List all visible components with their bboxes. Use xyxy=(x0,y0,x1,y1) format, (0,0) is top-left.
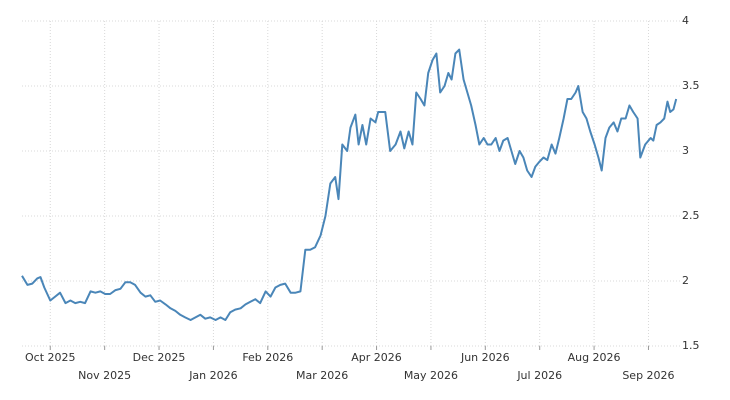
y-tick-label: 1.5 xyxy=(682,339,700,352)
x-tick-label: Oct 2025 xyxy=(25,351,76,364)
x-tick-label: Sep 2026 xyxy=(622,369,674,382)
x-tick-label: Dec 2025 xyxy=(133,351,186,364)
x-tick-label: Mar 2026 xyxy=(296,369,348,382)
data-line xyxy=(21,48,678,321)
x-tick-label: Nov 2025 xyxy=(78,369,131,382)
y-tick-label: 2.5 xyxy=(682,209,700,222)
y-tick-label: 2 xyxy=(682,274,689,287)
y-tick-label: 3.5 xyxy=(682,79,700,92)
x-tick-label: Jul 2026 xyxy=(516,369,562,382)
x-tick-label: May 2026 xyxy=(404,369,458,382)
y-tick-label: 4 xyxy=(682,14,689,27)
x-tick-label: Aug 2026 xyxy=(568,351,621,364)
x-tick-label: Jan 2026 xyxy=(188,369,237,382)
x-tick-label: Apr 2026 xyxy=(351,351,402,364)
x-tick-label: Feb 2026 xyxy=(242,351,293,364)
y-tick-label: 3 xyxy=(682,144,689,157)
x-tick-label: Jun 2026 xyxy=(460,351,510,364)
